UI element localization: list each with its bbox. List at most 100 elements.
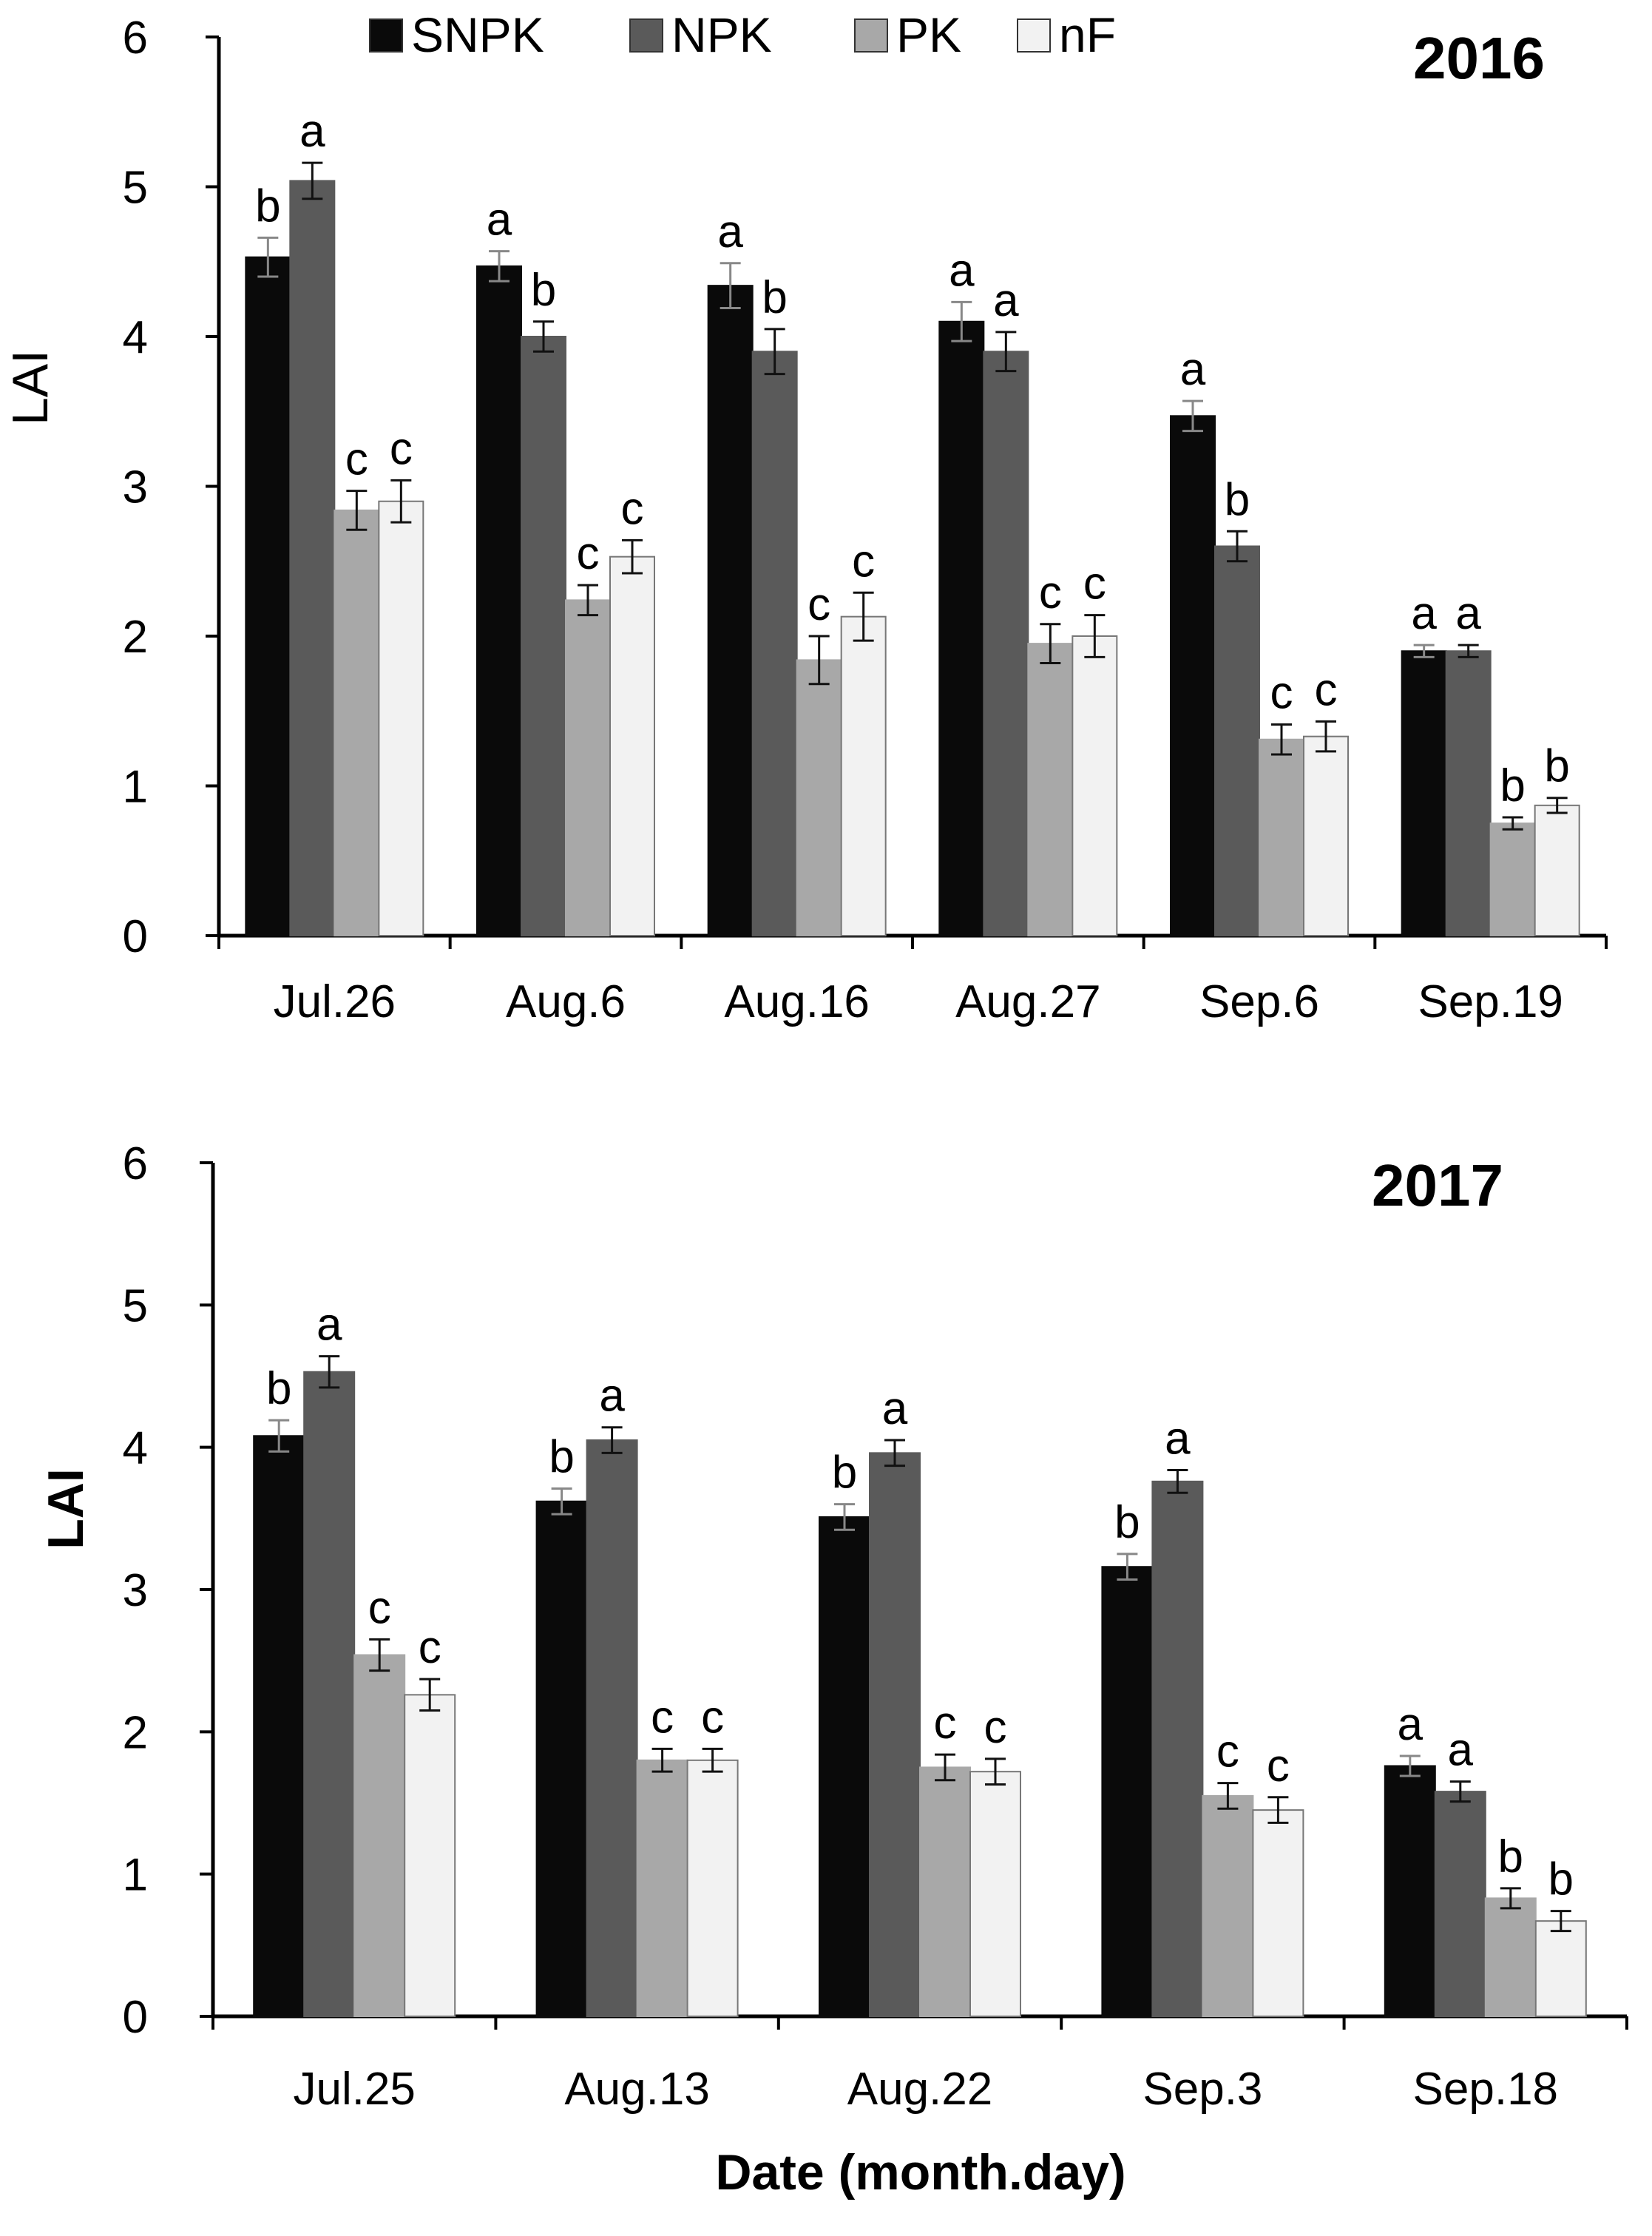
bar-npk-2016 (1214, 545, 1260, 936)
significance-label-npk-2016: b (1225, 474, 1250, 525)
bar-nf-2017 (969, 1771, 1021, 2018)
legend-swatch-nf (1017, 18, 1051, 53)
significance-label-nf-2016: c (1083, 558, 1106, 609)
legend-label-pk: PK (896, 7, 961, 62)
x-tick-label-2016: Aug.27 (955, 976, 1101, 1027)
significance-label-pk-2017: c (651, 1692, 674, 1743)
significance-label-pk-2017: c (368, 1582, 391, 1633)
significance-label-npk-2017: a (882, 1383, 908, 1434)
legend-item-snpk: SNPK (369, 7, 544, 62)
legend-swatch-pk (854, 18, 888, 53)
bar-snpk-2017 (535, 1500, 588, 2017)
significance-label-nf-2016: c (1315, 664, 1338, 715)
bar-snpk-2016 (707, 285, 754, 936)
significance-label-pk-2017: b (1498, 1831, 1523, 1882)
significance-label-nf-2017: c (1267, 1740, 1290, 1791)
y-tick-label-2017: 4 (123, 1423, 148, 1474)
significance-label-snpk-2016: b (255, 180, 280, 232)
legend-item-nf: nF (1017, 7, 1116, 62)
significance-label-pk-2016: c (808, 579, 830, 630)
bar-pk-2016 (1259, 738, 1304, 936)
bar-nf-2017 (1534, 1920, 1587, 2018)
significance-label-pk-2016: c (1039, 567, 1062, 618)
legend-item-pk: PK (854, 7, 961, 62)
bar-pk-2016 (1489, 823, 1536, 936)
bar-nf-2016 (1534, 804, 1580, 936)
significance-label-pk-2016: c (577, 528, 600, 579)
bar-pk-2017 (353, 1654, 406, 2018)
x-tick-label-2016: Sep.6 (1199, 976, 1319, 1027)
y-tick-label-2017: 1 (123, 1850, 148, 1901)
bar-nf-2016 (840, 615, 887, 936)
significance-label-nf-2017: b (1548, 1854, 1574, 1905)
y-tick-label-2016: 0 (123, 911, 148, 962)
significance-label-npk-2017: a (316, 1300, 342, 1351)
significance-label-nf-2016: c (390, 423, 413, 474)
y-axis-label-2017: LAI (38, 1468, 94, 1550)
significance-label-pk-2016: c (1270, 667, 1293, 718)
x-tick-label-2017: Sep.3 (1142, 2064, 1262, 2115)
significance-label-snpk-2017: b (549, 1431, 574, 1482)
bar-npk-2017 (303, 1371, 356, 2017)
significance-label-snpk-2017: b (1114, 1497, 1140, 1548)
bar-snpk-2016 (1170, 415, 1216, 936)
bar-nf-2016 (1303, 735, 1349, 936)
legend-label-npk: NPK (671, 7, 772, 62)
bar-nf-2017 (686, 1759, 739, 2018)
significance-label-pk-2017: c (934, 1698, 957, 1749)
y-tick-label-2017: 2 (123, 1707, 148, 1758)
x-tick-label-2017: Aug.22 (847, 2064, 993, 2115)
significance-label-snpk-2017: a (1398, 1699, 1424, 1750)
significance-label-npk-2016: b (762, 272, 787, 323)
x-tick-label-2016: Aug.6 (506, 976, 626, 1027)
significance-label-npk-2016: a (993, 275, 1019, 326)
bar-npk-2017 (1151, 1480, 1204, 2017)
significance-label-pk-2016: c (345, 434, 368, 485)
bar-snpk-2016 (476, 265, 522, 936)
bar-pk-2017 (1202, 1794, 1254, 2017)
x-tick-label-2016: Jul.26 (274, 976, 396, 1027)
significance-label-snpk-2016: a (717, 206, 743, 257)
bar-pk-2016 (334, 509, 380, 936)
bar-snpk-2016 (938, 320, 985, 936)
bar-pk-2016 (796, 659, 842, 937)
significance-label-nf-2016: c (852, 536, 875, 587)
bar-npk-2016 (521, 336, 566, 936)
legend: SNPK NPK PK nF (369, 7, 1116, 62)
significance-label-nf-2016: b (1544, 741, 1569, 792)
x-tick-label-2017: Aug.13 (564, 2064, 710, 2115)
bar-snpk-2016 (245, 256, 291, 936)
y-tick-label-2017: 0 (123, 1992, 148, 2043)
bar-pk-2017 (1484, 1897, 1537, 2017)
significance-label-nf-2016: c (621, 483, 644, 534)
significance-label-npk-2016: a (299, 106, 325, 157)
bar-nf-2017 (1252, 1809, 1304, 2018)
legend-swatch-npk (629, 18, 663, 53)
y-tick-label-2016: 3 (123, 462, 148, 513)
bar-snpk-2017 (1384, 1765, 1436, 2018)
y-tick-label-2017: 5 (123, 1280, 148, 1331)
bar-nf-2017 (404, 1694, 456, 2017)
significance-label-npk-2017: a (1165, 1413, 1191, 1464)
bar-npk-2017 (586, 1439, 638, 2018)
bar-npk-2016 (983, 351, 1029, 936)
x-tick-label-2016: Sep.19 (1418, 976, 1563, 1027)
bar-npk-2016 (289, 180, 336, 936)
significance-label-pk-2016: b (1500, 760, 1525, 811)
bar-pk-2016 (1027, 643, 1074, 936)
bar-snpk-2017 (253, 1435, 305, 2017)
y-tick-label-2016: 2 (123, 612, 148, 663)
bar-snpk-2017 (819, 1516, 870, 2017)
bar-npk-2017 (1434, 1791, 1486, 2017)
significance-label-snpk-2017: b (832, 1448, 857, 1499)
x-axis-title: Date (month.day) (715, 2144, 1125, 2200)
legend-label-snpk: SNPK (411, 7, 544, 62)
bar-pk-2017 (919, 1766, 971, 2018)
panel-title-2017: 2017 (1372, 1152, 1503, 1218)
significance-label-snpk-2016: a (1180, 344, 1206, 395)
significance-label-nf-2017: c (984, 1702, 1007, 1753)
